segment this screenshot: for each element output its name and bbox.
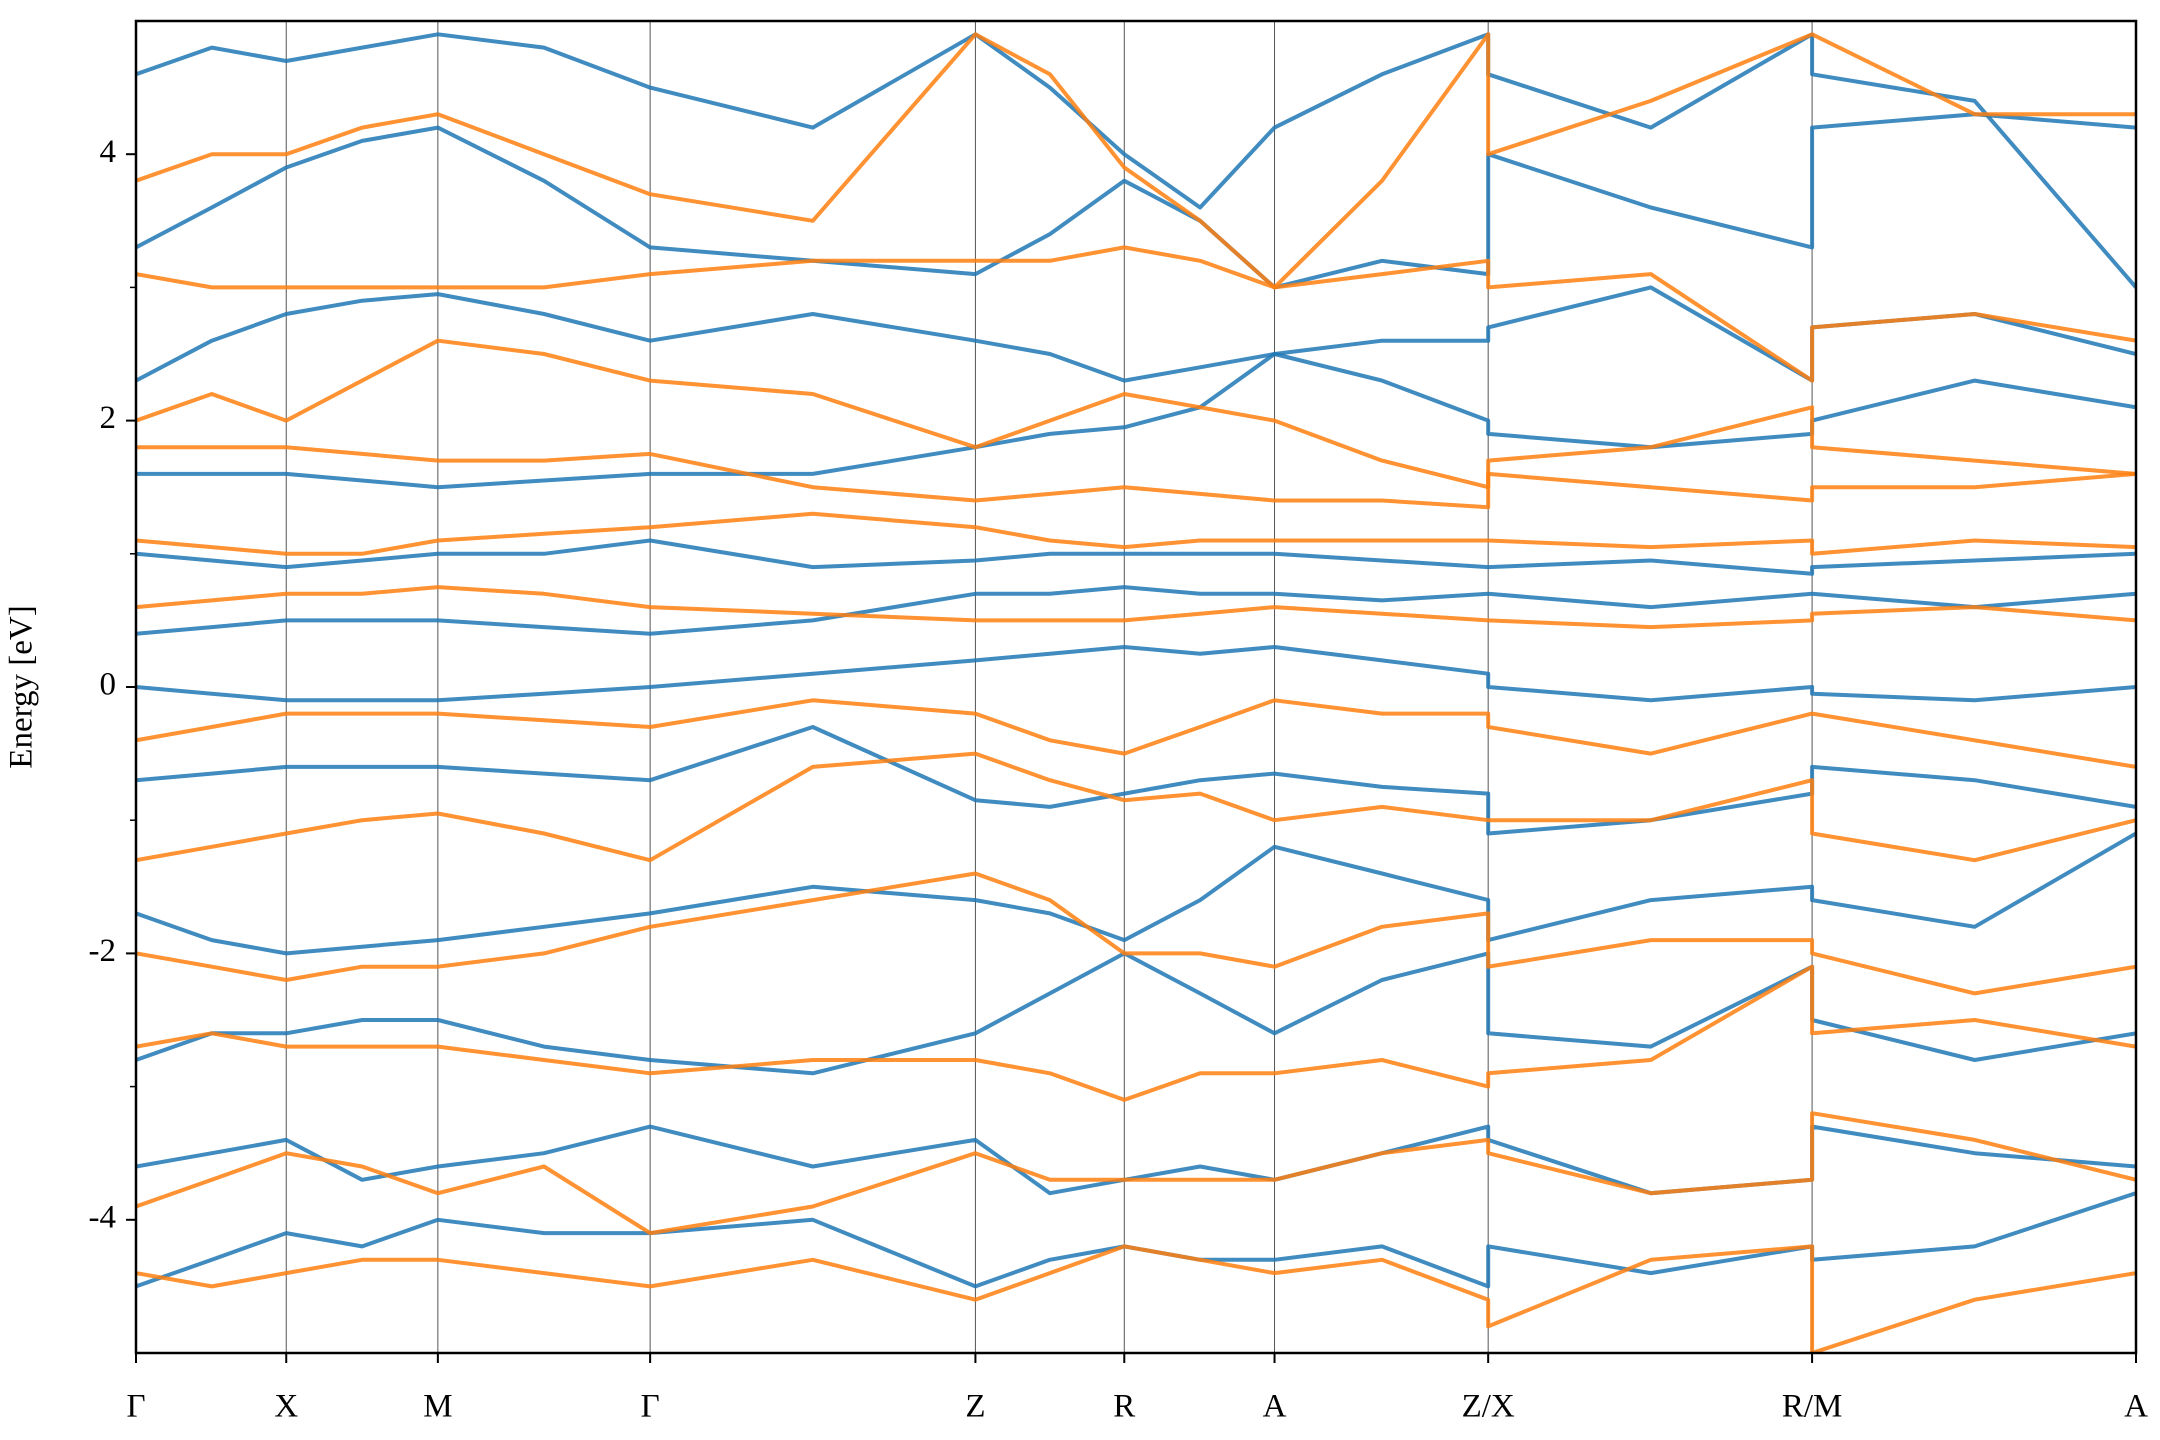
band-line xyxy=(136,951,2136,1076)
x-tick-label: X xyxy=(274,1389,298,1425)
band-line xyxy=(136,511,2136,556)
x-tick-label: M xyxy=(423,1389,452,1425)
band-line xyxy=(136,445,2136,510)
x-tick-label: R/M xyxy=(1782,1389,1843,1425)
bands xyxy=(136,32,2136,1353)
band-line xyxy=(136,285,2136,383)
axes: Γ X M Γ Z R A Z/X R/M A -4 -2 0 2 4 xyxy=(89,134,2149,1425)
band-line xyxy=(136,831,2136,956)
band-line xyxy=(136,245,2136,383)
band-line xyxy=(136,112,2136,290)
y-tick-label: -4 xyxy=(89,1199,117,1235)
x-tick-label: Z xyxy=(965,1389,985,1425)
band-line xyxy=(136,1124,2136,1196)
band-line xyxy=(136,585,2136,630)
band-line xyxy=(136,1244,2136,1353)
band-line xyxy=(136,698,2136,769)
band-line xyxy=(136,1191,2136,1289)
grid xyxy=(135,21,2137,1353)
band-line xyxy=(136,538,2136,576)
band-line xyxy=(136,725,2136,836)
x-tick-label: A xyxy=(1263,1389,1287,1425)
band-line xyxy=(136,1111,2136,1236)
band-line xyxy=(136,32,2136,289)
band-line xyxy=(136,871,2136,996)
plot-frame xyxy=(134,19,2138,1355)
band-line xyxy=(136,585,2136,636)
band-line xyxy=(136,352,2136,490)
y-tick-label: 0 xyxy=(100,667,117,703)
band-line xyxy=(136,645,2136,703)
band-line xyxy=(136,32,2136,290)
y-axis-label: Energy [eV] xyxy=(4,605,40,768)
y-tick-label: 4 xyxy=(100,134,117,170)
x-tick-label: Z/X xyxy=(1462,1389,1515,1425)
y-tick-label: 2 xyxy=(100,400,117,436)
band-line xyxy=(136,751,2136,863)
y-tick-label: -2 xyxy=(89,933,117,969)
band-line xyxy=(136,338,2136,490)
x-tick-label: R xyxy=(1113,1389,1135,1425)
band-line xyxy=(136,964,2136,1102)
x-tick-label: A xyxy=(2124,1389,2148,1425)
x-tick-label: Γ xyxy=(126,1389,145,1425)
x-tick-label: Γ xyxy=(641,1389,660,1425)
